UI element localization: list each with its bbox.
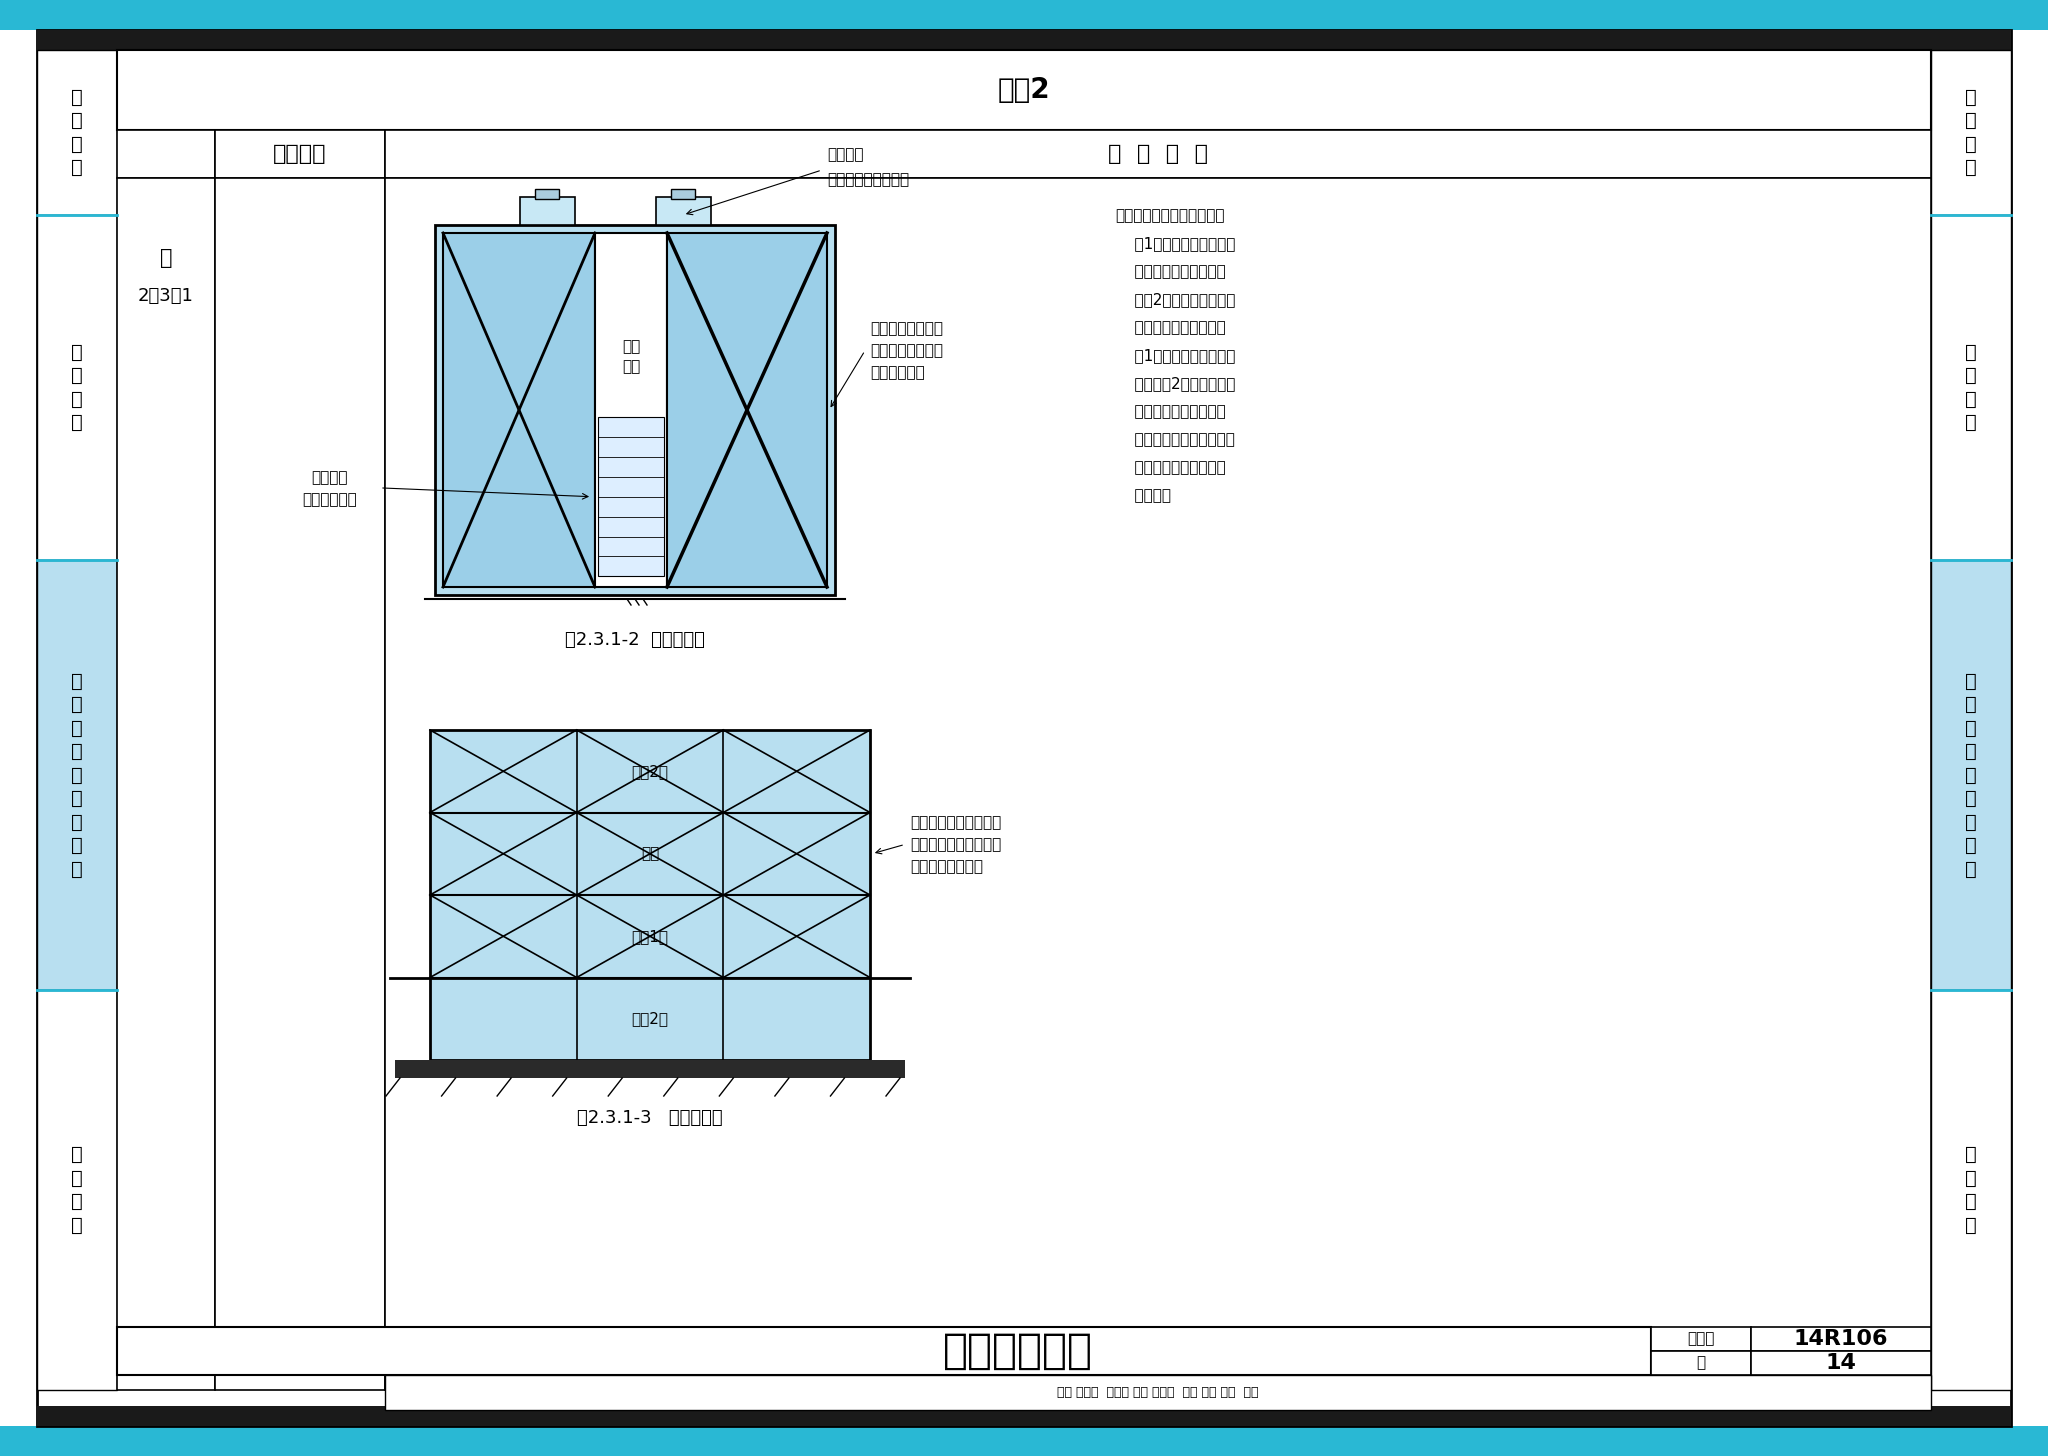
Text: 技  术  原  则: 技 术 原 则 <box>1108 144 1208 165</box>
Bar <box>117 1326 1651 1374</box>
Bar <box>1651 1326 1751 1351</box>
Text: 工
程
实
例: 工 程 实 例 <box>1966 1146 1976 1235</box>
Text: 下第二层或地面第二层，: 下第二层或地面第二层， <box>1114 432 1235 447</box>
Bar <box>37 561 117 990</box>
Text: 工
程
实
例: 工 程 实 例 <box>72 1146 82 1235</box>
Text: 都仍将其视为地下一层: 都仍将其视为地下一层 <box>1114 460 1227 475</box>
Text: 编
制
说
明: 编 制 说 明 <box>72 87 82 178</box>
Text: 这样的锅炉房，只要是: 这样的锅炉房，只要是 <box>1114 320 1227 335</box>
Bar <box>37 215 117 561</box>
Text: 设
计
技
术
原
则
与
要
点: 设 计 技 术 原 则 与 要 点 <box>72 671 82 878</box>
Text: 地下1层: 地下1层 <box>631 929 668 943</box>
Text: 燃油和燃气锅炉房应设: 燃油和燃气锅炉房应设 <box>909 815 1001 830</box>
Bar <box>430 729 870 1060</box>
Text: 续表2: 续表2 <box>997 76 1051 103</box>
Bar <box>668 233 827 587</box>
Text: 疏散口的两旁: 疏散口的两旁 <box>870 365 926 380</box>
Bar <box>117 178 215 1390</box>
Text: 设
计
技
术
原
则
与
要
点: 设 计 技 术 原 则 与 要 点 <box>1966 671 1976 878</box>
Bar <box>385 1374 1931 1409</box>
Text: 相
关
术
语: 相 关 术 语 <box>72 342 82 432</box>
Text: 14: 14 <box>1825 1353 1855 1373</box>
Text: 地上2层: 地上2层 <box>631 764 668 779</box>
Text: 安全出口: 安全出口 <box>311 470 348 485</box>
Bar <box>596 233 668 587</box>
Text: 相
关
术
语: 相 关 术 语 <box>1966 342 1976 432</box>
Text: 过1层楼的高度，当设在: 过1层楼的高度，当设在 <box>1114 236 1235 250</box>
Text: 要占2个楼层的高度，对: 要占2个楼层的高度，对 <box>1114 293 1235 307</box>
Text: 或首层。: 或首层。 <box>1114 488 1171 502</box>
Bar <box>117 130 215 178</box>
Text: 为1层布置，中间并没有: 为1层布置，中间并没有 <box>1114 348 1235 363</box>
Bar <box>117 50 1931 130</box>
Bar <box>520 197 575 226</box>
Bar <box>434 226 836 596</box>
Bar <box>1751 1351 1931 1374</box>
Text: 续: 续 <box>160 248 172 268</box>
Bar <box>1751 1326 1931 1351</box>
Text: 图2.3.1-3   剖面示意图: 图2.3.1-3 剖面示意图 <box>578 1109 723 1127</box>
Bar <box>1931 990 2011 1390</box>
Text: （直通室外的出口）: （直通室外的出口） <box>827 172 909 188</box>
Text: 2．3．1: 2．3．1 <box>137 287 195 304</box>
Text: 燃油或燃气锅炉严: 燃油或燃气锅炉严 <box>870 322 942 336</box>
Bar <box>385 178 1931 1390</box>
Bar <box>37 990 117 1390</box>
Bar <box>1651 1351 1751 1374</box>
Bar <box>215 178 385 1390</box>
Text: （疏散楼梯）: （疏散楼梯） <box>303 492 356 507</box>
Text: 地下2层: 地下2层 <box>631 1012 668 1026</box>
Bar <box>37 31 2011 50</box>
Bar <box>1931 215 2011 561</box>
Text: 否已深入到该建筑物地: 否已深入到该建筑物地 <box>1114 403 1227 419</box>
Bar <box>672 189 694 199</box>
Text: 首层: 首层 <box>641 846 659 862</box>
Text: 编
制
说
明: 编 制 说 明 <box>1966 87 1976 178</box>
Bar <box>37 50 117 215</box>
Text: 禁设置主要通道、: 禁设置主要通道、 <box>870 344 942 358</box>
Bar <box>395 1060 905 1077</box>
Text: 锅炉房的布置: 锅炉房的布置 <box>942 1329 1094 1372</box>
Bar <box>215 130 385 178</box>
Bar <box>1931 50 2011 215</box>
Bar <box>1931 561 2011 990</box>
Text: 置在首层或地下室一层: 置在首层或地下室一层 <box>909 837 1001 852</box>
Bar <box>0 1425 2048 1456</box>
Text: 楼板隔成2层，不论它是: 楼板隔成2层，不论它是 <box>1114 376 1235 392</box>
Text: 页: 页 <box>1696 1356 1706 1370</box>
Bar <box>535 189 559 199</box>
Bar <box>598 416 664 577</box>
Text: 审核 郑兆祥  郑北祥 校对 左贤鑫  令骢 设计 杨波  杨坚: 审核 郑兆祥 郑北祥 校对 左贤鑫 令骢 设计 杨波 杨坚 <box>1057 1386 1260 1399</box>
Text: 14R106: 14R106 <box>1794 1329 1888 1350</box>
Text: 图2.3.1-2  平面示意图: 图2.3.1-2 平面示意图 <box>565 630 705 649</box>
Bar <box>0 0 2048 31</box>
Text: 设计要点: 设计要点 <box>272 144 328 165</box>
Text: 安全出口: 安全出口 <box>827 147 864 163</box>
Text: 注：由于锅炉房本身高度超: 注：由于锅炉房本身高度超 <box>1114 208 1225 223</box>
Text: 图集号: 图集号 <box>1688 1331 1714 1347</box>
Text: 其他建筑物内时，可能: 其他建筑物内时，可能 <box>1114 264 1227 280</box>
Bar <box>385 130 1931 178</box>
Text: 靠建筑物外墙部位: 靠建筑物外墙部位 <box>909 859 983 874</box>
Text: 主要
通道: 主要 通道 <box>623 339 641 374</box>
Bar <box>37 1406 2011 1425</box>
Bar <box>655 197 711 226</box>
Bar <box>442 233 596 587</box>
